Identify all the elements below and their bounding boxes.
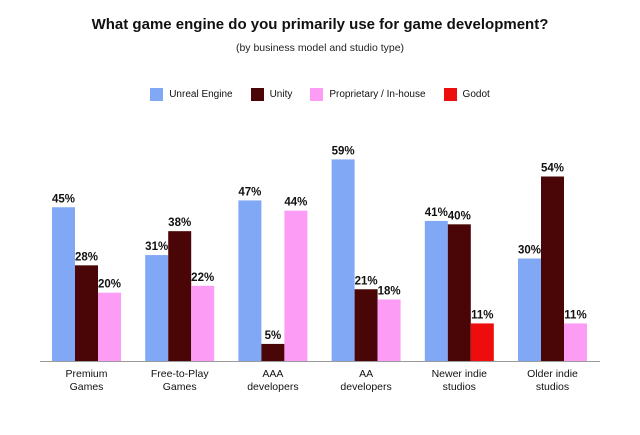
bar-aa-developers-unity: [354, 289, 378, 361]
x-tick-label-newer-indie-studios: Newer indie studios: [432, 368, 488, 393]
legend-item-proprietary: Proprietary / In-house: [310, 88, 426, 101]
bar-newer-indie-studios-godot: [470, 323, 494, 361]
data-label-aa-developers-unity: 21%: [355, 275, 378, 287]
bar-newer-indie-studios-unreal-engine: [424, 220, 448, 361]
chart-title: What game engine do you primarily use fo…: [91, 16, 549, 33]
data-label-aa-developers-unreal-engine: 59%: [332, 145, 355, 157]
legend-swatch-unreal-engine: [150, 88, 164, 101]
legend-label-unreal-engine: Unreal Engine: [169, 89, 233, 100]
data-label-premium-games-proprietary-in-house: 20%: [98, 279, 121, 291]
legend-item-unreal-engine: Unreal Engine: [150, 88, 233, 101]
chart-subtitle: (by business model and studio type): [235, 42, 405, 54]
legend-label-proprietary: Proprietary / In-house: [329, 89, 426, 100]
bar-free-to-play-games-unreal-engine: [145, 255, 169, 361]
bar-aaa-developers-proprietary-in-house: [284, 210, 308, 361]
data-label-aaa-developers-unreal-engine: 47%: [238, 186, 261, 198]
legend-item-unity: Unity: [250, 88, 293, 101]
bar-free-to-play-games-proprietary-in-house: [191, 285, 215, 361]
data-label-older-indie-studios-proprietary-in-house: 11%: [564, 309, 586, 321]
x-tick-label-premium-games: Premium Games: [65, 368, 107, 393]
legend-label-godot: Godot: [462, 89, 490, 100]
legend-swatch-unity: [250, 88, 264, 101]
bar-older-indie-studios-unity: [541, 176, 564, 361]
bar-aaa-developers-unity: [261, 343, 285, 361]
bar-aa-developers-unreal-engine: [331, 159, 355, 361]
data-label-aaa-developers-unity: 5%: [265, 330, 282, 342]
bar-free-to-play-games-unity: [168, 231, 192, 361]
bar-older-indie-studios-unreal-engine: [518, 258, 541, 361]
data-label-newer-indie-studios-godot: 11%: [471, 309, 493, 321]
data-label-newer-indie-studios-unreal-engine: 41%: [425, 207, 448, 219]
bar-premium-games-unreal-engine: [52, 207, 75, 361]
bar-aaa-developers-unreal-engine: [238, 200, 262, 361]
data-label-older-indie-studios-unity: 54%: [541, 163, 564, 175]
data-label-free-to-play-games-unreal-engine: 31%: [145, 241, 168, 253]
bar-older-indie-studios-proprietary-in-house: [564, 323, 587, 361]
data-label-aa-developers-proprietary-in-house: 18%: [378, 286, 401, 298]
data-label-newer-indie-studios-unity: 40%: [448, 210, 471, 222]
data-label-free-to-play-games-proprietary-in-house: 22%: [191, 272, 214, 284]
x-tick-label-free-to-play-games: Free-to-Play Games: [151, 368, 210, 393]
bar-premium-games-unity: [75, 265, 98, 361]
bar-newer-indie-studios-unity: [447, 224, 471, 361]
legend: Unreal Engine Unity Proprietary / In-hou…: [0, 88, 640, 101]
legend-item-godot: Godot: [443, 88, 490, 101]
data-label-free-to-play-games-unity: 38%: [168, 217, 191, 229]
data-label-premium-games-unreal-engine: 45%: [52, 193, 75, 205]
legend-label-unity: Unity: [269, 89, 293, 100]
data-label-older-indie-studios-unreal-engine: 30%: [518, 245, 541, 257]
x-tick-label-aaa-developers: AAA developers: [247, 368, 298, 393]
data-label-aaa-developers-proprietary-in-house: 44%: [284, 197, 307, 209]
data-label-premium-games-unity: 28%: [75, 251, 98, 263]
legend-swatch-proprietary: [310, 88, 324, 101]
x-tick-label-older-indie-studios: Older indie studios: [527, 368, 578, 393]
bar-premium-games-proprietary-in-house: [98, 292, 121, 361]
bar-aa-developers-proprietary-in-house: [377, 299, 401, 361]
x-tick-label-aa-developers: AA developers: [340, 368, 391, 393]
legend-swatch-godot: [443, 88, 457, 101]
